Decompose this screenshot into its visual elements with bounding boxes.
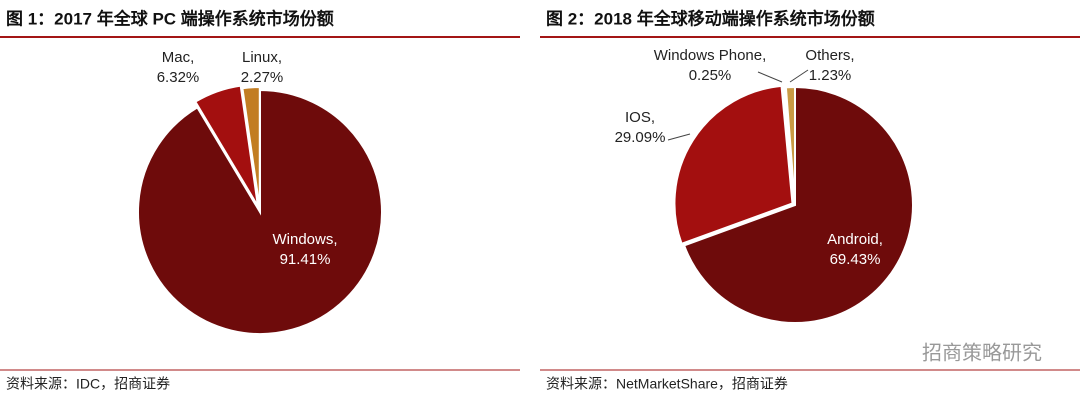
source-note: 资料来源：IDC，招商证券 xyxy=(6,376,170,392)
leader-line xyxy=(789,69,809,83)
pie-slice xyxy=(193,84,259,207)
leader-line xyxy=(667,133,691,141)
slice-label: IOS, xyxy=(625,109,655,126)
watermark: 招商策略研究 xyxy=(922,341,1042,364)
pie-slice xyxy=(682,85,914,324)
chart-title: 图 2：2018 年全球移动端操作系统市场份额 xyxy=(546,8,875,28)
chart-title: 图 1：2017 年全球 PC 端操作系统市场份额 xyxy=(6,8,334,28)
slice-label: Windows, xyxy=(272,231,337,248)
pie-slice xyxy=(784,85,796,206)
leader-line xyxy=(757,71,783,83)
slice-label: Android, xyxy=(827,231,883,248)
slice-label: Linux, xyxy=(242,49,282,66)
slice-label: Windows Phone, xyxy=(654,47,767,64)
slice-value-label: 69.43% xyxy=(830,251,881,268)
slice-value-label: 1.23% xyxy=(809,67,852,84)
slice-value-label: 2.27% xyxy=(241,69,284,86)
slice-value-label: 6.32% xyxy=(157,69,200,86)
slice-value-label: 91.41% xyxy=(280,251,331,268)
slice-label: Mac, xyxy=(162,49,195,66)
slice-value-label: 0.25% xyxy=(689,67,732,84)
pie-slice xyxy=(673,84,794,246)
pie-slice xyxy=(241,86,261,210)
slice-label: Others, xyxy=(805,47,854,64)
slice-value-label: 29.09% xyxy=(615,129,666,146)
source-note: 资料来源：NetMarketShare，招商证券 xyxy=(546,376,788,392)
pie-slice xyxy=(137,88,383,335)
